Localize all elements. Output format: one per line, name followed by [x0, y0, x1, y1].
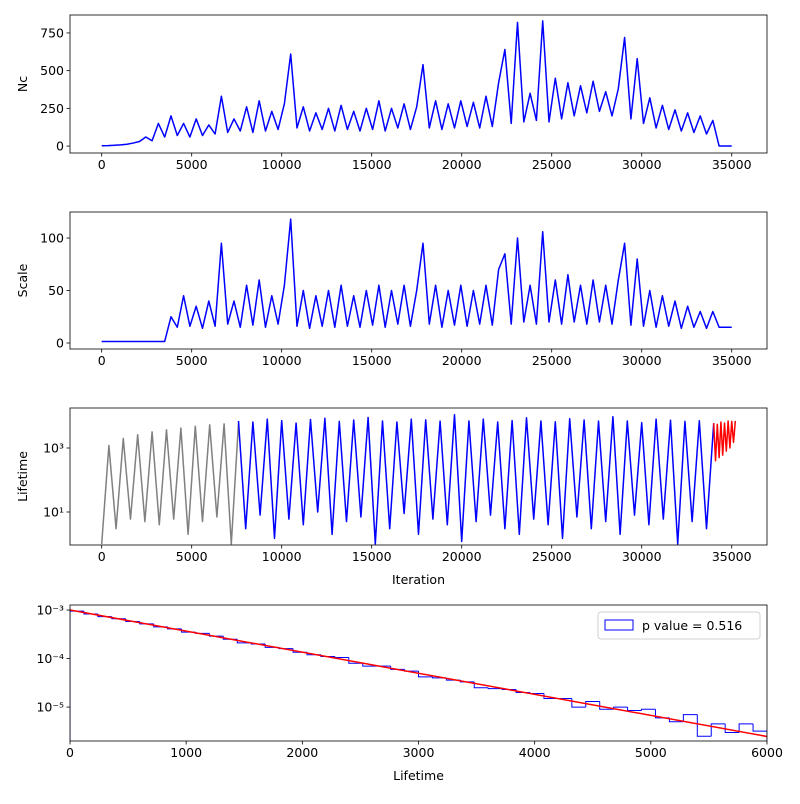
x-axis-label: Lifetime — [393, 768, 444, 783]
x-tick-label: 10000 — [262, 157, 302, 172]
y-tick-label: 10¹ — [43, 504, 64, 519]
axes-frame — [69, 604, 768, 742]
x-tick-label: 25000 — [532, 353, 572, 368]
y-axis-label: Nc — [15, 76, 30, 92]
x-tick-label: 20000 — [442, 353, 482, 368]
x-tick-label: 10000 — [262, 549, 302, 564]
x-tick-label: 4000 — [519, 745, 551, 760]
y-tick-label: 750 — [40, 25, 64, 40]
legend-swatch — [604, 619, 634, 631]
x-tick-label: 1000 — [170, 745, 202, 760]
y-tick-label: 10⁻⁴ — [36, 651, 64, 666]
y-tick-label: 500 — [40, 63, 64, 78]
x-tick-label: 0 — [98, 549, 106, 564]
y-axis-label: Lifetime — [15, 451, 30, 502]
series-line — [712, 420, 737, 462]
x-tick-label: 0 — [66, 745, 74, 760]
plot-area — [101, 20, 732, 147]
x-tick-label: 2000 — [286, 745, 318, 760]
x-tick-label: 5000 — [176, 353, 208, 368]
axes-frame — [69, 407, 768, 546]
axes-frame — [69, 211, 768, 350]
histogram-step — [682, 714, 698, 722]
axes-frame — [69, 14, 768, 154]
x-tick-label: 35000 — [712, 549, 752, 564]
plot-area — [100, 413, 737, 545]
x-axis-label: Iteration — [392, 572, 445, 587]
y-tick-label: 250 — [40, 101, 64, 116]
legend-label: p value = 0.516 — [642, 618, 742, 633]
histogram-step — [585, 701, 600, 708]
histogram-step — [752, 723, 767, 741]
histogram-step — [362, 663, 377, 667]
x-tick-label: 5000 — [176, 157, 208, 172]
x-tick-label: 15000 — [352, 353, 392, 368]
x-tick-label: 5000 — [635, 745, 667, 760]
x-tick-label: 0 — [98, 157, 106, 172]
x-tick-label: 0 — [98, 353, 106, 368]
y-axis-label: Scale — [15, 263, 30, 297]
x-tick-label: 25000 — [532, 157, 572, 172]
x-tick-label: 15000 — [352, 157, 392, 172]
x-tick-label: 30000 — [622, 549, 662, 564]
histogram-step — [710, 723, 726, 737]
x-tick-label: 30000 — [622, 157, 662, 172]
histogram-step — [696, 714, 712, 737]
series-line — [101, 218, 732, 343]
series-line — [100, 423, 240, 545]
histogram-step — [724, 723, 740, 733]
x-tick-label: 35000 — [712, 157, 752, 172]
series-line — [237, 413, 715, 545]
y-tick-label: 10⁻⁵ — [36, 700, 64, 715]
plot-area — [101, 218, 732, 343]
y-tick-label: 0 — [56, 336, 64, 351]
x-tick-label: 10000 — [262, 353, 302, 368]
histogram-step — [641, 708, 656, 711]
histogram-step — [208, 633, 224, 637]
y-tick-label: 50 — [48, 283, 64, 298]
histogram-step — [543, 693, 558, 700]
legend-frame — [597, 611, 761, 640]
x-tick-label: 20000 — [442, 549, 482, 564]
y-tick-label: 0 — [56, 139, 64, 154]
x-tick-label: 30000 — [622, 353, 662, 368]
x-tick-label: 5000 — [176, 549, 208, 564]
histogram-step — [738, 723, 754, 733]
histogram-step — [348, 657, 363, 664]
series-line — [101, 20, 732, 147]
x-tick-label: 25000 — [532, 549, 572, 564]
fit-line — [70, 609, 767, 738]
x-tick-label: 35000 — [712, 353, 752, 368]
y-tick-label: 100 — [40, 231, 64, 246]
histogram-step — [599, 701, 614, 710]
x-tick-label: 3000 — [403, 745, 435, 760]
histogram-step — [487, 687, 503, 690]
legend: p value = 0.516 — [597, 611, 761, 640]
y-tick-label: 10³ — [43, 441, 64, 456]
y-tick-label: 10⁻³ — [36, 603, 64, 618]
x-tick-label: 6000 — [751, 745, 783, 760]
x-tick-label: 15000 — [352, 549, 392, 564]
plot-area — [70, 609, 767, 741]
x-tick-label: 20000 — [442, 157, 482, 172]
